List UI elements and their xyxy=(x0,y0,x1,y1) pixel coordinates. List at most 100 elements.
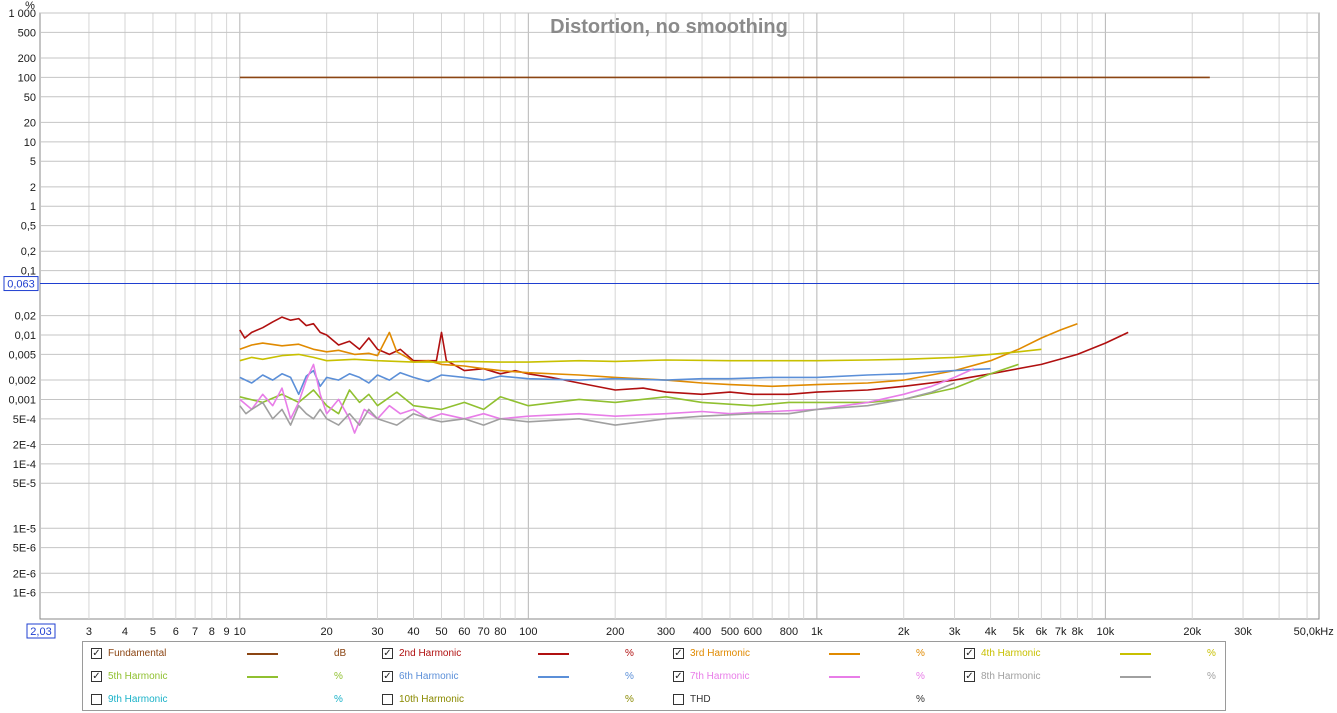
legend-checkbox-3rd-harmonic[interactable]: ✓ xyxy=(673,648,684,659)
y-tick-label: 20 xyxy=(24,117,36,129)
y-tick-label: 2 xyxy=(30,182,36,194)
legend-swatch xyxy=(247,676,278,678)
legend-unit: % xyxy=(916,648,925,659)
y-tick-label: 0,01 xyxy=(15,330,36,342)
legend-item-thd: THD% xyxy=(673,691,933,709)
x-tick-label: 20 xyxy=(321,626,333,638)
y-tick-label: 50 xyxy=(24,92,36,104)
y-tick-label: 1 xyxy=(30,201,36,213)
legend-checkbox-5th-harmonic[interactable]: ✓ xyxy=(91,671,102,682)
x-tick-label: 800 xyxy=(780,626,798,638)
y-tick-label: 1E-5 xyxy=(13,523,36,535)
legend-unit: % xyxy=(334,671,343,682)
legend-checkbox-9th-harmonic[interactable] xyxy=(91,694,102,705)
y-tick-label: 5E-5 xyxy=(13,478,36,490)
x-tick-label: 30k xyxy=(1234,626,1252,638)
legend-checkbox-fundamental[interactable]: ✓ xyxy=(91,648,102,659)
legend-label: 7th Harmonic xyxy=(690,671,750,682)
x-tick-label: 200 xyxy=(606,626,624,638)
legend-swatch xyxy=(1120,653,1151,655)
x-tick-label: 2k xyxy=(898,626,910,638)
x-tick-label: 10k xyxy=(1097,626,1115,638)
y-tick-label: 200 xyxy=(18,53,36,65)
x-tick-label: 60 xyxy=(458,626,470,638)
x-tick-label: 20k xyxy=(1183,626,1201,638)
legend-label: 9th Harmonic xyxy=(108,694,168,705)
legend-swatch xyxy=(1120,676,1151,678)
x-tick-label: 6 xyxy=(173,626,179,638)
y-cursor-readout-box xyxy=(3,276,39,292)
legend-unit: dB xyxy=(334,648,347,659)
series-layer xyxy=(239,76,1210,434)
legend-item-4th-harmonic: ✓ 4th Harmonic% xyxy=(964,645,1224,663)
x-tick-label: 100 xyxy=(519,626,537,638)
x-tick-label: 3 xyxy=(86,626,92,638)
legend-swatch xyxy=(538,676,569,678)
legend-label: 8th Harmonic xyxy=(981,671,1041,682)
legend-checkbox-2nd-harmonic[interactable]: ✓ xyxy=(382,648,393,659)
y-tick-label: 1E-6 xyxy=(13,588,36,600)
x-tick-label: 5 xyxy=(150,626,156,638)
y-tick-label: 1E-4 xyxy=(13,459,36,471)
x-unit-label: Hz xyxy=(1320,626,1333,638)
legend-label: 2nd Harmonic xyxy=(399,648,462,659)
legend-item-8th-harmonic: ✓ 8th Harmonic% xyxy=(964,668,1224,686)
legend-item-7th-harmonic: ✓ 7th Harmonic% xyxy=(673,668,933,686)
x-tick-label: 7k xyxy=(1055,626,1067,638)
series-line-3rd-harmonic xyxy=(239,322,1078,388)
y-tick-label: 0,002 xyxy=(8,375,36,387)
y-tick-label: 0,005 xyxy=(8,349,36,361)
legend-unit: % xyxy=(1207,671,1216,682)
legend-unit: % xyxy=(625,671,634,682)
y-tick-label: 10 xyxy=(24,137,36,149)
distortion-chart: 3 4 5 6 7 8 9 10 20 30 40 50 60 70 80 100 200 300 400 500 60… xyxy=(3,0,1334,639)
x-tick-label: 1k xyxy=(811,626,823,638)
legend-unit: % xyxy=(625,648,634,659)
legend-checkbox-6th-harmonic[interactable]: ✓ xyxy=(382,671,393,682)
x-tick-label: 4k xyxy=(985,626,997,638)
x-tick-label: 8 xyxy=(209,626,215,638)
legend-item-10th-harmonic: 10th Harmonic% xyxy=(382,691,642,709)
x-tick-label: 3k xyxy=(949,626,961,638)
legend-checkbox-thd[interactable] xyxy=(673,694,684,705)
x-tick-label: 4 xyxy=(122,626,128,638)
x-tick-label: 400 xyxy=(693,626,711,638)
y-tick-label: 0,2 xyxy=(21,246,36,258)
y-cursor[interactable]: 0,063 xyxy=(3,276,1319,292)
chart-title: Distortion, no smoothing xyxy=(550,16,788,38)
legend-item-3rd-harmonic: ✓ 3rd Harmonic% xyxy=(673,645,933,663)
legend-unit: % xyxy=(334,694,343,705)
legend-label: 4th Harmonic xyxy=(981,648,1041,659)
x-tick-label: 10 xyxy=(234,626,246,638)
x-tick-label: 50,0k xyxy=(1294,626,1321,638)
x-tick-label: 5k xyxy=(1013,626,1025,638)
legend-item-2nd-harmonic: ✓ 2nd Harmonic% xyxy=(382,645,642,663)
legend-checkbox-10th-harmonic[interactable] xyxy=(382,694,393,705)
x-tick-label: 50 xyxy=(435,626,447,638)
y-unit-label: % xyxy=(25,0,35,12)
x-range-start-text: 2,03 xyxy=(30,626,51,638)
legend-unit: % xyxy=(916,671,925,682)
y-tick-label: 2E-4 xyxy=(13,439,36,451)
legend-checkbox-7th-harmonic[interactable]: ✓ xyxy=(673,671,684,682)
series-line-6th-harmonic xyxy=(239,367,991,396)
legend-label: 6th Harmonic xyxy=(399,671,459,682)
legend-swatch xyxy=(829,676,860,678)
legend-checkbox-4th-harmonic[interactable]: ✓ xyxy=(964,648,975,659)
y-tick-label: 0,001 xyxy=(8,394,36,406)
x-tick-label: 600 xyxy=(744,626,762,638)
legend-label: Fundamental xyxy=(108,648,167,659)
y-tick-label: 0,5 xyxy=(21,221,36,233)
x-tick-label: 6k xyxy=(1036,626,1048,638)
x-tick-label: 70 xyxy=(478,626,490,638)
y-tick-label: 2E-6 xyxy=(13,568,36,580)
legend-unit: % xyxy=(916,694,925,705)
legend-checkbox-8th-harmonic[interactable]: ✓ xyxy=(964,671,975,682)
y-cursor-readout: 0,063 xyxy=(7,279,35,291)
legend-label: 10th Harmonic xyxy=(399,694,465,705)
legend-item-9th-harmonic: 9th Harmonic% xyxy=(91,691,351,709)
series-line-8th-harmonic xyxy=(239,382,955,426)
x-range-start-readout[interactable]: 2,03 xyxy=(26,623,56,639)
y-tick-label: 500 xyxy=(18,27,36,39)
x-tick-label: 300 xyxy=(657,626,675,638)
